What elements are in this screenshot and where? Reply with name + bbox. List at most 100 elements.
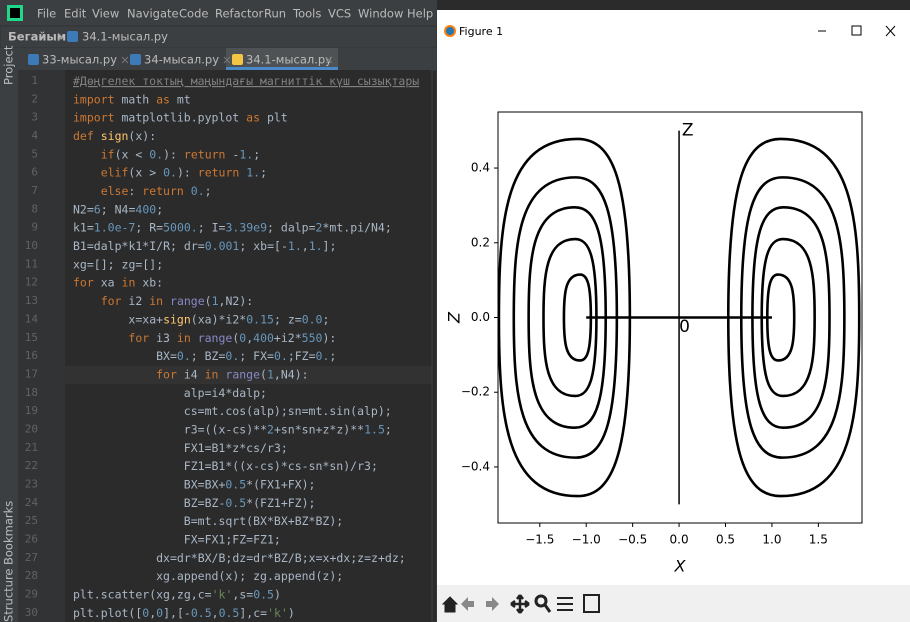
menu-item[interactable]: Edit xyxy=(64,7,87,21)
field-line xyxy=(542,237,598,398)
line-number: 19 xyxy=(25,404,38,417)
scrollbar xyxy=(431,69,438,622)
code-line: B1=dalp*k1*I/R; dr=0.001; xb=[-1.,1.]; xyxy=(73,239,336,253)
line-number: 10 xyxy=(25,239,38,252)
line-number: 18 xyxy=(25,386,38,399)
menu-item[interactable]: Tools xyxy=(292,7,321,21)
menu-item[interactable]: VCS xyxy=(328,7,351,21)
code-line: for i4 in range(1,N4): xyxy=(73,367,309,381)
code-line: for i2 in range(1,N2): xyxy=(73,294,253,308)
y-tick-label: 0.4 xyxy=(471,161,490,175)
configure-button[interactable] xyxy=(557,597,573,611)
side-tool[interactable]: Project xyxy=(2,45,16,85)
window-title: Figure 1 xyxy=(459,25,503,38)
file-icon xyxy=(67,31,78,42)
menu-item[interactable]: Window xyxy=(358,7,403,21)
menu-item[interactable]: File xyxy=(37,7,56,21)
tab-label[interactable]: 33-мысал.ру xyxy=(42,53,117,67)
breadcrumb-item: 34.1-мысал.ру xyxy=(82,30,168,44)
code-line: elif(x > 0.): return 1.; xyxy=(73,165,267,179)
side-tool[interactable]: Structure xyxy=(2,569,16,622)
line-number: 9 xyxy=(31,221,38,234)
line-number: 22 xyxy=(25,459,38,472)
line-number: 8 xyxy=(31,202,38,215)
app-logo-inner xyxy=(10,8,20,18)
line-number: 17 xyxy=(25,367,38,380)
maximize-button[interactable] xyxy=(851,25,862,36)
line-number: 14 xyxy=(25,312,39,325)
file-icon xyxy=(130,54,141,65)
menu-item[interactable]: Code xyxy=(179,7,208,21)
code-line: alp=i4*dalp; xyxy=(73,385,267,399)
editor-bg xyxy=(0,0,437,622)
line-number: 30 xyxy=(25,606,38,619)
line-number: 1 xyxy=(31,74,38,87)
line-number: 21 xyxy=(25,441,38,454)
field-line xyxy=(562,273,593,362)
tab-close[interactable] xyxy=(223,56,231,64)
line-number: 5 xyxy=(31,147,38,160)
y-tick-label: 0.0 xyxy=(471,310,490,324)
home-button[interactable] xyxy=(441,596,459,613)
file-icon xyxy=(232,54,243,65)
zoom-button[interactable] xyxy=(534,594,548,608)
file-icon xyxy=(28,54,39,65)
code-line: else: return 0.; xyxy=(73,184,212,198)
annotation: 0 xyxy=(679,317,690,337)
x-tick-label: 1.0 xyxy=(762,533,781,547)
x-tick-label: −0.5 xyxy=(618,533,647,547)
code-line: x=xa+sign(xa)*i2*0.15; z=0.0; xyxy=(73,312,329,326)
y-tick-label: −0.4 xyxy=(461,459,490,473)
toolbar-icons xyxy=(441,594,600,614)
field-line xyxy=(726,137,861,498)
menu-item[interactable]: View xyxy=(92,7,119,21)
code-line: cs=mt.cos(alp);sn=mt.sin(alp); xyxy=(73,404,392,418)
field-line xyxy=(527,205,608,430)
side-tool[interactable]: Bookmarks xyxy=(2,501,16,565)
line-number: 4 xyxy=(31,129,38,142)
code-line: r3=((x-cs)**2+sn*sn+z*z)**1.5; xyxy=(73,422,392,436)
close-button[interactable] xyxy=(885,25,896,37)
figure-window xyxy=(437,0,910,622)
field-line xyxy=(765,273,796,362)
field-line xyxy=(760,237,816,398)
back-button[interactable] xyxy=(461,597,474,611)
x-tick-label: −1.5 xyxy=(525,533,554,547)
code-line: k1=1.0e-7; R=5000.; I=3.39e9; dalp=2*mt.… xyxy=(73,220,392,234)
pan-button[interactable] xyxy=(510,594,530,614)
menu-bar xyxy=(0,0,437,26)
tab-label[interactable]: 34-мысал.ру xyxy=(144,53,219,67)
save-button[interactable] xyxy=(583,594,600,613)
y-tick-label: 0.2 xyxy=(471,235,490,249)
field-line xyxy=(512,176,619,459)
code-line: plt.scatter(xg,zg,c='k',s=0.5) xyxy=(73,587,281,601)
y-tick-label: −0.2 xyxy=(461,385,490,399)
window-top-strip xyxy=(437,0,910,10)
line-number: 24 xyxy=(25,496,39,509)
tab-close[interactable] xyxy=(325,56,333,64)
gutter xyxy=(18,70,65,622)
active-tab-bg xyxy=(226,48,338,70)
tab-close[interactable] xyxy=(121,56,129,64)
line-number: 29 xyxy=(25,588,38,601)
line-number: 26 xyxy=(25,533,38,546)
menu-item[interactable]: Help xyxy=(407,7,433,21)
breadcrumb-item: Бегайым xyxy=(8,30,66,44)
line-number: 6 xyxy=(31,166,38,179)
line-number: 27 xyxy=(25,551,38,564)
code-line: FX1=B1*z*cs/r3; xyxy=(73,440,288,454)
code-line: xg=[]; zg=[]; xyxy=(73,257,163,271)
active-tab-underline xyxy=(226,67,338,70)
tab-label[interactable]: 34.1-мысал.ру xyxy=(246,53,332,67)
menu-item[interactable]: Run xyxy=(264,7,286,21)
line-number: 7 xyxy=(31,184,38,197)
line-number: 20 xyxy=(25,422,38,435)
menu-item[interactable]: Navigate xyxy=(127,7,179,21)
x-axis-label: X xyxy=(674,557,687,576)
code-line: import matplotlib.pyplot as plt xyxy=(73,110,288,124)
forward-button[interactable] xyxy=(486,597,499,611)
menu-item[interactable]: Refactor xyxy=(215,7,264,21)
code-line: import math as mt xyxy=(73,92,191,106)
field-line xyxy=(739,176,846,459)
